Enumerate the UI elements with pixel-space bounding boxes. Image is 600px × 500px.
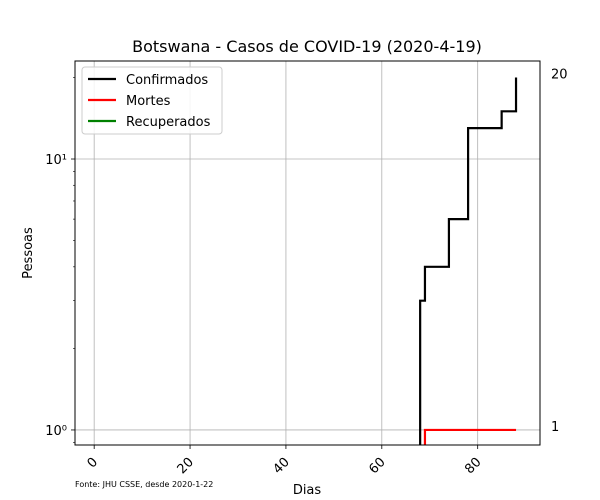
source-note: Fonte: JHU CSSE, desde 2020-1-22 (75, 480, 213, 489)
plot-frame (74, 60, 541, 446)
y-axis-ticks: 10⁰ 10¹ (45, 153, 75, 439)
series-lines (419, 77, 518, 445)
legend-entry: Confirmados (126, 73, 208, 88)
x-axis-ticks: 0 20 40 60 80 (85, 445, 485, 477)
x-tick-label: 80 (462, 455, 484, 477)
x-tick-label: 0 (85, 455, 101, 471)
end-labels: 20 1 (551, 67, 568, 435)
x-tick-label: 40 (270, 455, 292, 477)
chart-title: Botswana - Casos de COVID-19 (2020-4-19) (132, 37, 482, 56)
x-axis-label: Dias (293, 483, 322, 498)
y-tick-label: 10⁰ (45, 424, 67, 439)
series-line-confirmados (419, 77, 518, 445)
legend-entry: Mortes (126, 94, 171, 109)
legend-box (81, 66, 223, 135)
y-axis-label: Pessoas (21, 227, 36, 279)
x-tick-label: 60 (366, 455, 388, 477)
legend-entry: Recuperados (126, 115, 211, 130)
y-tick-label: 10¹ (45, 153, 67, 168)
x-tick-label: 20 (175, 455, 197, 477)
end-label: 20 (551, 67, 568, 82)
end-label: 1 (551, 420, 559, 435)
series-line-mortes (423, 428, 517, 445)
legend: Confirmados Mortes Recuperados (81, 66, 223, 135)
